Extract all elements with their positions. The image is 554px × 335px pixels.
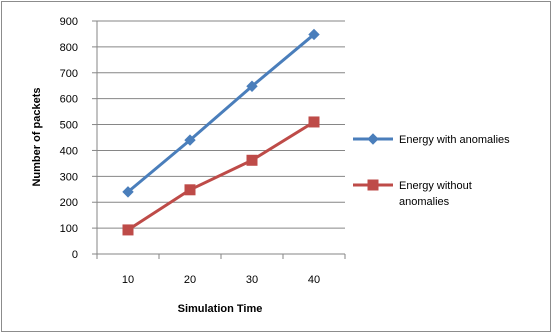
y-axis-title: Number of packets	[31, 87, 43, 186]
data-point	[246, 154, 258, 166]
y-tick-label: 0	[72, 249, 78, 261]
x-tick-label: 40	[308, 274, 320, 286]
y-tick-label: 300	[60, 171, 78, 183]
x-tick-label: 20	[184, 274, 196, 286]
x-tick-label: 10	[122, 274, 134, 286]
data-point	[122, 224, 134, 236]
data-point	[184, 134, 196, 146]
legend-label-1: Energy with anomalies	[399, 134, 510, 146]
y-tick-label: 700	[60, 68, 78, 80]
data-point	[246, 80, 258, 92]
y-tick-label: 500	[60, 120, 78, 132]
data-point	[308, 116, 320, 128]
y-tick-label: 100	[60, 223, 78, 235]
legend-marker-2	[367, 179, 379, 191]
data-point	[122, 186, 134, 198]
legend-marker-1	[367, 133, 379, 145]
y-tick-label: 600	[60, 94, 78, 106]
legend-label-2: Energy without anomalies	[399, 180, 472, 208]
y-tick-label: 400	[60, 145, 78, 157]
x-axis-title: Simulation Time	[178, 303, 263, 315]
data-point	[184, 184, 196, 196]
y-tick-label: 200	[60, 197, 78, 209]
x-tick-label: 30	[246, 274, 258, 286]
y-tick-label: 800	[60, 42, 78, 54]
data-point	[308, 28, 320, 41]
series-line-1	[127, 33, 315, 194]
y-tick-label: 900	[60, 16, 78, 28]
series-line-2	[127, 120, 315, 232]
